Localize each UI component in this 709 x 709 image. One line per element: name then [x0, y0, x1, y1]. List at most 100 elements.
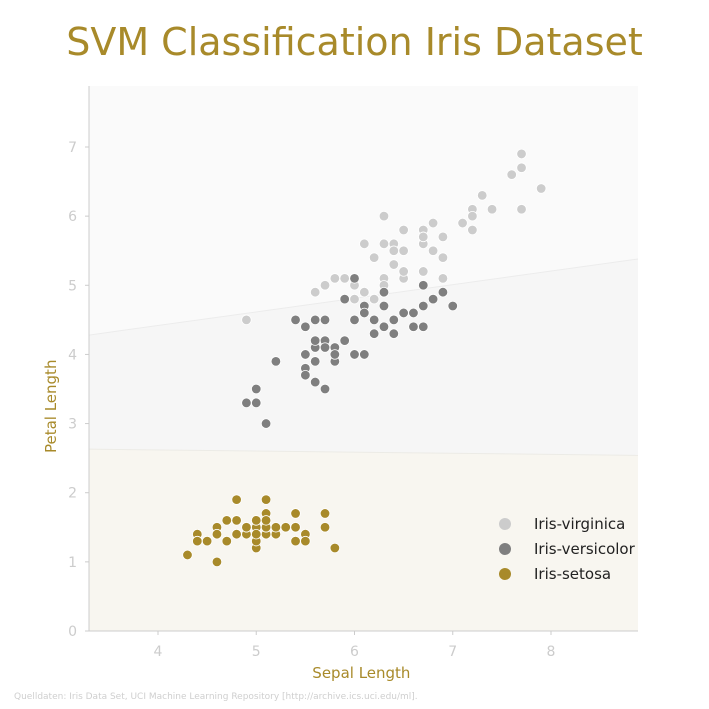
point-virginica [368, 293, 380, 305]
point-virginica [506, 169, 517, 180]
point-versicolor [300, 321, 311, 332]
point-setosa [251, 529, 262, 540]
point-virginica [418, 231, 429, 243]
point-versicolor [329, 349, 341, 360]
point-versicolor [368, 314, 380, 326]
point-setosa [231, 529, 242, 540]
point-setosa [201, 535, 213, 547]
point-virginica [241, 314, 252, 326]
x-tick-label: 7 [448, 644, 457, 660]
point-virginica [329, 273, 341, 284]
point-versicolor [388, 328, 400, 339]
point-virginica [486, 204, 498, 215]
point-versicolor [251, 397, 262, 409]
legend-marker-virginica [499, 518, 511, 530]
point-virginica [378, 238, 390, 250]
legend: Iris-virginica Iris-versicolor Iris-setosa [499, 515, 636, 583]
point-virginica [457, 217, 468, 229]
point-setosa [192, 535, 203, 547]
point-versicolor [408, 307, 419, 319]
point-setosa [260, 515, 272, 526]
point-setosa [319, 522, 331, 533]
point-virginica [437, 231, 449, 243]
point-virginica [437, 252, 449, 263]
x-tick-label: 6 [350, 644, 359, 660]
point-setosa [211, 529, 223, 540]
point-setosa [241, 522, 252, 533]
point-virginica [427, 217, 439, 229]
point-versicolor [359, 307, 370, 319]
source-note: Quelldaten: Iris Data Set, UCI Machine L… [14, 692, 418, 702]
point-versicolor [319, 383, 331, 395]
legend-label-virginica: Iris-virginica [534, 515, 625, 533]
point-versicolor [378, 287, 390, 298]
point-versicolor [418, 300, 429, 312]
point-virginica [398, 245, 409, 256]
point-versicolor [310, 376, 321, 388]
point-versicolor [378, 300, 390, 312]
point-setosa [260, 494, 272, 505]
y-tick-label: 0 [68, 624, 77, 640]
point-versicolor [359, 349, 370, 360]
point-setosa [290, 508, 301, 519]
axes: 4 5 6 7 8 0 1 2 3 4 5 6 7 [68, 86, 638, 660]
point-virginica [516, 162, 527, 173]
point-versicolor [290, 314, 301, 326]
legend-marker-versicolor [499, 543, 511, 555]
point-virginica [467, 210, 478, 222]
legend-label-setosa: Iris-setosa [534, 565, 611, 583]
point-setosa [221, 535, 232, 547]
point-virginica [535, 183, 547, 194]
point-versicolor [339, 293, 350, 305]
point-versicolor [310, 335, 321, 346]
point-virginica [359, 238, 370, 250]
point-versicolor [408, 321, 419, 332]
point-virginica [398, 224, 409, 236]
y-tick-label: 3 [68, 417, 77, 433]
point-setosa [300, 535, 311, 547]
y-tick-label: 6 [68, 209, 77, 225]
point-virginica [516, 148, 527, 160]
point-setosa [290, 522, 301, 533]
point-versicolor [437, 287, 449, 298]
y-axis-label: Petal Length [42, 360, 60, 454]
point-virginica [378, 210, 390, 222]
point-setosa [290, 535, 301, 547]
point-virginica [359, 287, 370, 298]
point-setosa [251, 515, 262, 526]
point-versicolor [300, 369, 311, 381]
point-setosa [182, 549, 193, 561]
y-tick-label: 5 [68, 278, 77, 294]
point-versicolor [418, 280, 429, 291]
point-virginica [388, 259, 400, 270]
point-virginica [398, 266, 409, 277]
point-versicolor [349, 349, 360, 360]
region-setosa [89, 449, 638, 631]
point-virginica [388, 245, 400, 256]
point-virginica [467, 224, 478, 236]
point-virginica [339, 273, 350, 284]
point-versicolor [447, 300, 458, 312]
x-axis-label: Sepal Length [312, 664, 410, 682]
chart-title: SVM Classification Iris Dataset [66, 20, 643, 64]
point-versicolor [251, 383, 262, 395]
point-virginica [310, 287, 321, 298]
data-points [182, 148, 547, 568]
point-versicolor [349, 314, 360, 326]
legend-label-versicolor: Iris-versicolor [534, 540, 636, 558]
point-setosa [221, 515, 232, 526]
point-versicolor [339, 335, 350, 346]
point-setosa [270, 522, 282, 533]
point-setosa [280, 522, 291, 533]
point-versicolor [319, 314, 331, 326]
point-versicolor [270, 356, 282, 367]
point-versicolor [310, 356, 321, 367]
point-virginica [437, 273, 449, 284]
point-versicolor [319, 342, 331, 353]
point-virginica [516, 204, 527, 215]
point-versicolor [388, 314, 400, 326]
point-versicolor [368, 328, 380, 339]
y-tick-label: 1 [68, 555, 77, 571]
point-versicolor [349, 273, 360, 284]
